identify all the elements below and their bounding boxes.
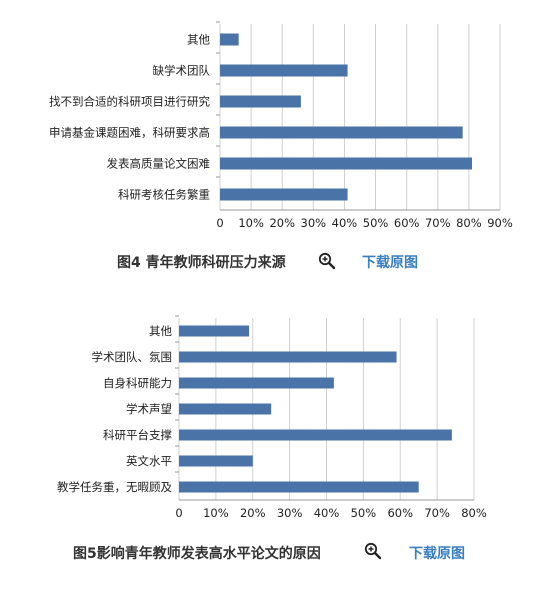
- x-tick-label: 50%: [351, 506, 377, 520]
- x-tick-label: 50%: [363, 216, 389, 230]
- category-label: 教学任务重，无暇顾及: [57, 480, 172, 494]
- bar: [220, 33, 239, 46]
- category-label: 科研平台支撑: [103, 428, 172, 442]
- category-label: 缺学术团队: [153, 64, 211, 78]
- category-label: 学术团队、氛围: [92, 350, 173, 364]
- download-original-link-1[interactable]: 下载原图: [362, 255, 418, 271]
- category-label: 学术声望: [126, 402, 172, 416]
- category-label: 申请基金课题困难，科研要求高: [49, 126, 210, 140]
- category-label: 找不到合适的科研项目进行研究: [49, 95, 210, 109]
- x-tick-label: 70%: [424, 506, 450, 520]
- x-tick-label: 80%: [461, 506, 487, 520]
- x-tick-label: 60%: [387, 506, 413, 520]
- x-tick-label: 10%: [238, 216, 264, 230]
- category-label: 自身科研能力: [103, 376, 172, 390]
- bar: [220, 64, 348, 77]
- chart-2-caption: 图5影响青年教师发表高水平论文的原因: [73, 546, 321, 562]
- category-label: 科研考核任务繁重: [118, 188, 210, 202]
- x-tick-label: 60%: [394, 216, 420, 230]
- category-label: 其他: [149, 324, 172, 338]
- x-tick-label: 40%: [332, 216, 358, 230]
- x-tick-label: 0: [175, 506, 182, 520]
- bar: [179, 429, 452, 441]
- bar: [220, 126, 463, 139]
- x-tick-label: 20%: [240, 506, 266, 520]
- bar: [220, 188, 348, 201]
- chart-2: 其他学术团队、氛围自身科研能力学术声望科研平台支撑英文水平教学任务重，无暇顾及 …: [57, 315, 487, 520]
- chart-1: 其他缺学术团队找不到合适的科研项目进行研究申请基金课题困难，科研要求高发表高质量…: [49, 21, 513, 230]
- x-tick-label: 80%: [456, 216, 482, 230]
- x-tick-label: 0: [216, 216, 223, 230]
- bar: [179, 351, 397, 363]
- bar: [179, 377, 334, 389]
- x-tick-label: 90%: [487, 216, 513, 230]
- bar: [179, 403, 272, 415]
- x-tick-label: 10%: [203, 506, 229, 520]
- bar: [220, 95, 301, 108]
- bar: [179, 481, 419, 493]
- x-tick-label: 30%: [277, 506, 303, 520]
- x-tick-label: 70%: [425, 216, 451, 230]
- category-label: 英文水平: [126, 454, 172, 468]
- download-original-link-2[interactable]: 下载原图: [409, 546, 465, 562]
- magnifier-plus-icon[interactable]: [318, 252, 336, 270]
- x-tick-label: 20%: [269, 216, 295, 230]
- bar: [179, 325, 250, 337]
- bar: [179, 455, 253, 467]
- category-label: 其他: [187, 33, 210, 47]
- x-tick-label: 30%: [301, 216, 327, 230]
- x-tick-label: 40%: [314, 506, 340, 520]
- magnifier-plus-icon[interactable]: [364, 542, 382, 560]
- chart-1-caption: 图4 青年教师科研压力来源: [117, 255, 286, 271]
- bar: [220, 157, 472, 170]
- category-label: 发表高质量论文困难: [107, 157, 211, 171]
